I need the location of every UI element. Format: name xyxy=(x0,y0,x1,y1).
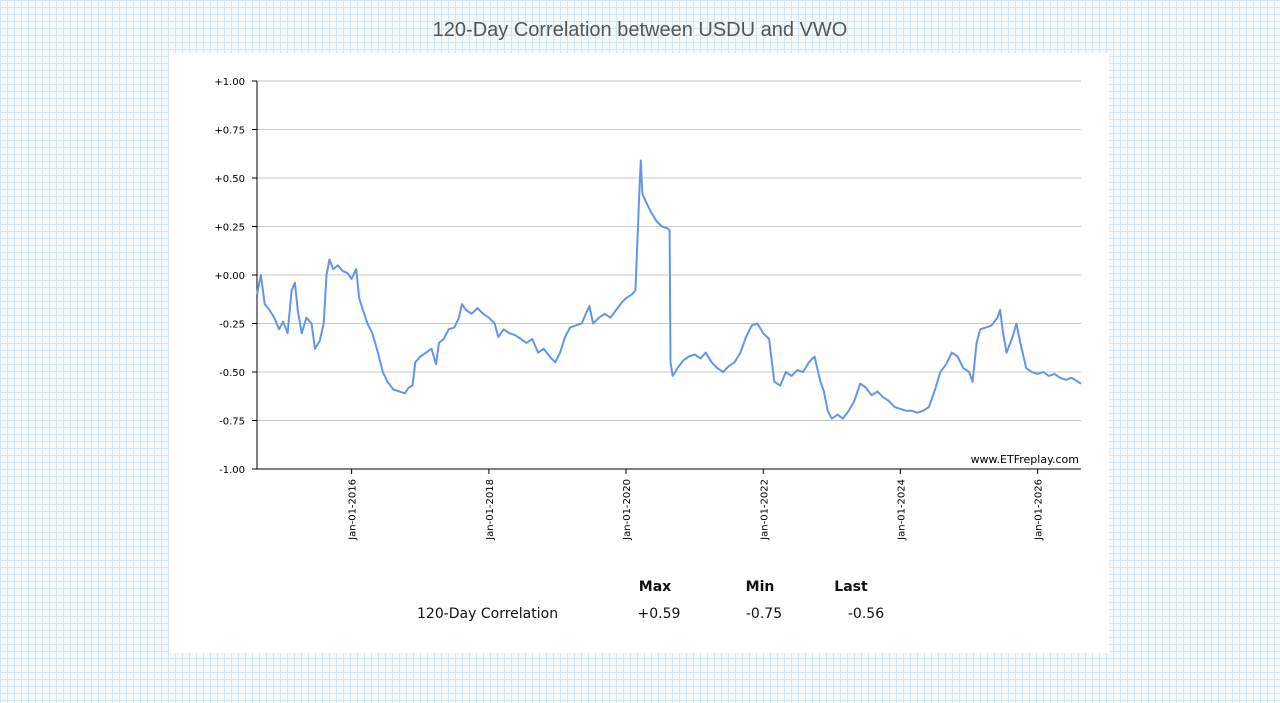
y-tick-label: -0.75 xyxy=(219,417,245,428)
y-tick-label: +0.50 xyxy=(214,174,245,185)
stats-header-max: Max xyxy=(638,579,672,595)
x-tick-label: Jan-01-2018 xyxy=(485,479,496,541)
stats-last-value: -0.56 xyxy=(847,606,885,622)
y-tick-label: +0.75 xyxy=(214,126,245,137)
stats-header-last: Last xyxy=(834,579,868,595)
y-tick-label: +0.25 xyxy=(214,223,245,234)
x-tick-label: Jan-01-2026 xyxy=(1034,479,1045,541)
x-tick-label: Jan-01-2016 xyxy=(348,479,359,541)
y-tick-label: -0.50 xyxy=(219,368,245,379)
y-tick-label: -1.00 xyxy=(219,465,245,476)
x-tick-label: Jan-01-2024 xyxy=(896,479,907,541)
stats-table: Max Min Last 120-Day Correlation +0.59 -… xyxy=(169,53,1109,653)
stats-row-label: 120-Day Correlation xyxy=(417,606,559,622)
stats-header-min: Min xyxy=(745,579,775,595)
series-line xyxy=(256,159,1082,420)
stats-min-value: -0.75 xyxy=(745,606,783,622)
y-tick-label: +1.00 xyxy=(214,77,245,88)
correlation-chart: +1.00 +0.75 +0.50 +0.25 +0.00 -0.25 -0.50 -0.75… xyxy=(214,77,1082,541)
x-tick-label: Jan-01-2022 xyxy=(759,479,770,541)
watermark-text: www.ETFreplay.com xyxy=(971,453,1079,466)
chart-panel: +1.00 +0.75 +0.50 +0.25 +0.00 -0.25 -0.50 -0.75… xyxy=(169,53,1109,653)
stats-max-value: +0.59 xyxy=(637,606,681,622)
x-tick-label: Jan-01-2020 xyxy=(622,479,633,541)
chart-title: 120-Day Correlation between USDU and VWO xyxy=(432,19,848,41)
y-tick-label: +0.00 xyxy=(214,271,245,282)
y-tick-label: -0.25 xyxy=(219,320,245,331)
